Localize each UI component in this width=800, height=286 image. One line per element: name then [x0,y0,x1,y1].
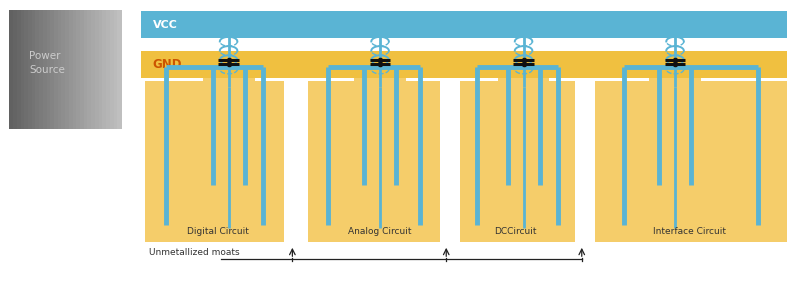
Bar [145,81,285,242]
Bar [10,10,14,129]
Text: Interface Circuit: Interface Circuit [653,227,726,237]
Bar [114,10,118,129]
Bar [13,10,18,129]
Bar [21,10,25,129]
Bar [65,10,70,129]
Bar [24,10,29,129]
Bar [498,78,550,81]
Text: Power
Source: Power Source [30,51,65,76]
Bar [76,10,81,129]
Bar [102,10,107,129]
Bar [58,10,62,129]
Bar [73,10,77,129]
Bar [141,51,786,78]
Bar [35,10,40,129]
Bar [39,10,44,129]
Text: VCC: VCC [153,20,178,30]
Bar [54,10,58,129]
Text: Digital Circuit: Digital Circuit [186,227,249,237]
Bar [50,10,55,129]
Bar [28,10,33,129]
Bar [95,10,99,129]
Bar [354,78,406,81]
Bar [141,11,786,38]
Bar [43,10,47,129]
Text: Unmetallized moats: Unmetallized moats [149,248,239,257]
Bar [460,81,575,242]
Bar [649,78,701,81]
Bar [308,81,440,242]
Bar [110,10,114,129]
Bar [32,10,36,129]
Bar [46,10,51,129]
Bar [595,81,786,242]
Text: GND: GND [153,58,182,71]
Bar [91,10,96,129]
Bar [98,10,103,129]
Bar [17,10,22,129]
Bar [106,10,110,129]
Text: Analog Circuit: Analog Circuit [348,227,411,237]
Bar [80,10,85,129]
Bar [84,10,88,129]
Bar [118,10,122,129]
Bar [202,78,254,81]
Bar [62,10,66,129]
Bar [69,10,74,129]
Bar [87,10,92,129]
Text: DCCircuit: DCCircuit [494,227,537,237]
